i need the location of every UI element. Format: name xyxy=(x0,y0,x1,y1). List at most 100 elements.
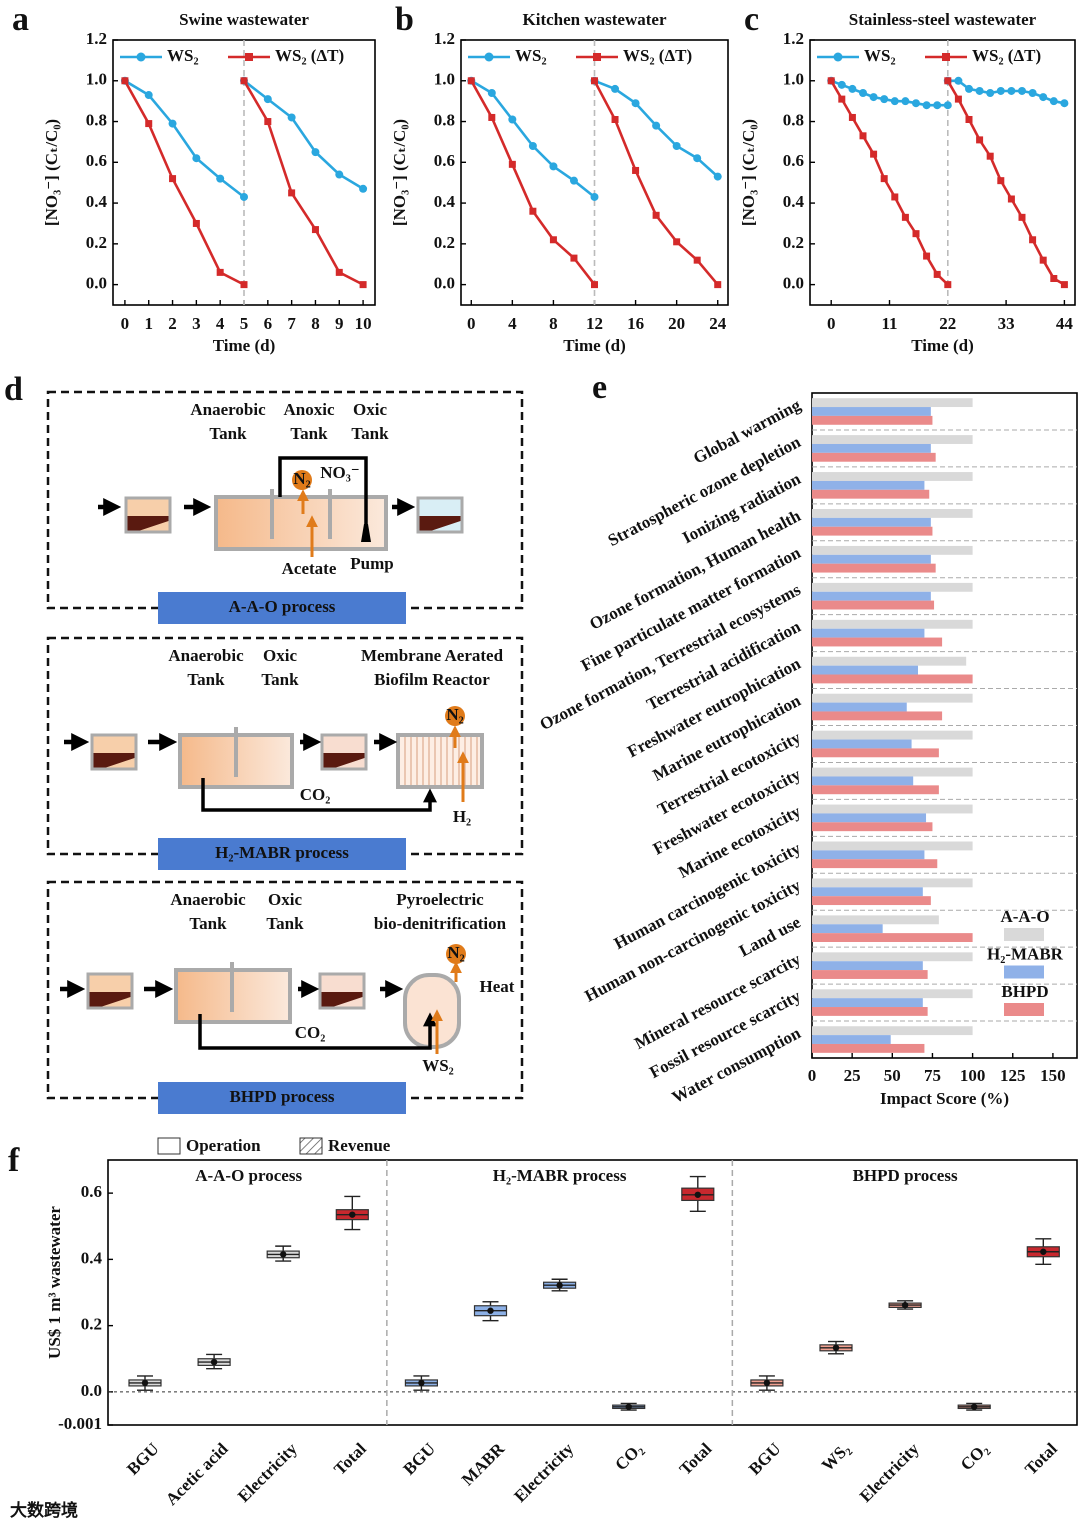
bar xyxy=(812,730,973,740)
category-label: BGU xyxy=(745,1439,784,1478)
category-label: Electricity xyxy=(856,1439,923,1506)
tank-label: Tank xyxy=(189,914,227,933)
point xyxy=(848,84,857,93)
point xyxy=(287,113,296,122)
panel-label: a xyxy=(12,1,29,38)
mean xyxy=(832,1344,840,1352)
bar xyxy=(812,665,918,675)
y-axis-label: US$ 1 m³ wastewater xyxy=(45,1206,64,1359)
mean xyxy=(763,1379,771,1387)
sludge xyxy=(89,992,131,1007)
bar xyxy=(812,813,927,823)
bar xyxy=(812,841,973,851)
process-name: H₂-MABR process xyxy=(215,843,349,862)
y-tick-label: 0.6 xyxy=(434,151,455,170)
x-tick-label: 1 xyxy=(144,314,153,333)
x-tick-label: 25 xyxy=(844,1066,861,1085)
tank-label: bio-denitrification xyxy=(374,914,507,933)
mean xyxy=(625,1403,632,1410)
bar xyxy=(812,776,914,786)
point xyxy=(975,86,984,95)
point xyxy=(549,162,558,171)
x-tick-label: 0 xyxy=(467,314,476,333)
point xyxy=(944,77,952,85)
point xyxy=(288,189,296,197)
point xyxy=(590,192,599,201)
point xyxy=(528,142,537,150)
bar xyxy=(812,850,925,860)
bar xyxy=(812,628,925,638)
y-axis-label: [NO₃⁻] (Cₜ/C₀) xyxy=(390,119,409,226)
x-tick-label: 44 xyxy=(1056,314,1074,333)
x-tick-label: 24 xyxy=(709,314,727,333)
sludge xyxy=(93,753,135,768)
category-label: CO₂ xyxy=(957,1439,992,1474)
series-line xyxy=(123,80,364,286)
point xyxy=(693,154,702,163)
bar xyxy=(812,915,939,925)
point xyxy=(240,77,248,85)
bar xyxy=(812,407,931,416)
point xyxy=(901,213,909,221)
sludge xyxy=(419,516,461,531)
point xyxy=(263,95,272,104)
point xyxy=(933,101,942,110)
bar xyxy=(812,785,939,795)
point xyxy=(859,132,867,140)
mean xyxy=(556,1282,563,1289)
mean xyxy=(694,1191,701,1198)
y-tick-label: 0.6 xyxy=(81,1182,102,1201)
point xyxy=(870,150,878,158)
point xyxy=(1060,281,1068,289)
bar xyxy=(812,998,923,1008)
x-tick-label: 22 xyxy=(939,314,956,333)
point xyxy=(1007,86,1016,95)
bar xyxy=(812,591,931,601)
legend-label: WS₂ xyxy=(864,46,896,65)
bar xyxy=(812,1007,928,1016)
recycle-line xyxy=(198,1012,437,1050)
point xyxy=(652,211,660,219)
mean xyxy=(901,1301,909,1309)
point xyxy=(944,281,952,289)
y-tick-label: 0.4 xyxy=(434,192,456,211)
tank-label: Tank xyxy=(187,670,225,689)
bar xyxy=(812,702,907,712)
y-tick-label: 0.8 xyxy=(434,110,455,129)
tank-label: Anaerobic xyxy=(170,890,246,909)
bar xyxy=(812,693,973,703)
y-tick-label: 1.2 xyxy=(783,29,804,48)
y-tick-label: 0.0 xyxy=(86,274,107,293)
bar xyxy=(812,739,912,749)
tank-label: Tank xyxy=(266,914,304,933)
series-line xyxy=(124,79,364,199)
point xyxy=(570,254,578,262)
legend-marker xyxy=(136,52,146,62)
point xyxy=(1050,275,1058,282)
legend-marker xyxy=(942,53,950,61)
point xyxy=(933,270,941,278)
mean xyxy=(971,1403,978,1410)
x-tick-label: 150 xyxy=(1040,1066,1066,1085)
point xyxy=(848,113,856,121)
y-tick-label: 0.0 xyxy=(81,1381,102,1400)
plot-frame xyxy=(809,39,1076,306)
diagram-label: Acetate xyxy=(282,559,337,578)
point xyxy=(923,252,931,260)
bar xyxy=(812,526,933,536)
bar xyxy=(812,472,973,481)
point xyxy=(901,97,910,106)
point xyxy=(890,97,899,106)
chart-title: Stainless-steel wastewater xyxy=(849,10,1037,29)
bar xyxy=(812,933,973,942)
point xyxy=(672,142,681,150)
legend-label: WS₂ (ΔT) xyxy=(972,46,1041,65)
x-tick-label: 100 xyxy=(960,1066,986,1085)
mean xyxy=(141,1379,149,1387)
bar xyxy=(812,563,936,573)
point xyxy=(508,160,516,168)
point xyxy=(912,230,920,238)
y-tick-label: 0.2 xyxy=(81,1315,102,1334)
legend-marker xyxy=(484,52,494,62)
point xyxy=(311,226,319,234)
